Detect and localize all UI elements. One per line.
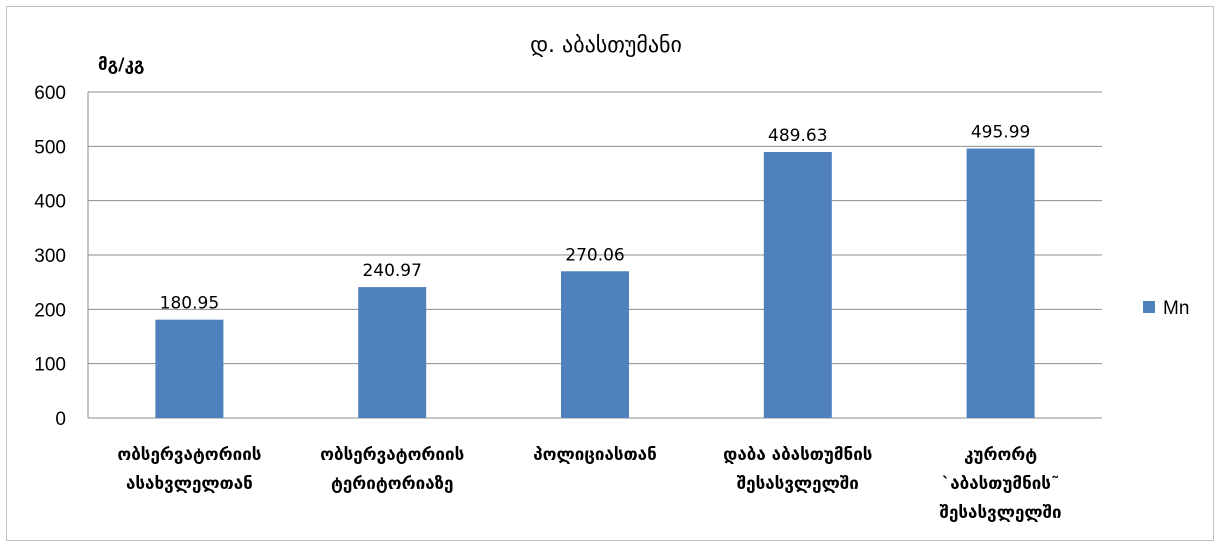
data-label-1: 180.95 [160,294,219,314]
category-label-2: ტერიტორიაზე [331,474,453,494]
y-tick-label: 400 [34,192,66,213]
y-axis-unit-label: მგ/კგ [98,55,144,75]
category-label-5: კურორტ [964,445,1037,465]
y-tick-label: 600 [34,83,66,104]
bar-2 [358,287,427,418]
data-labels: 180.95 240.97 270.06 489.63 495.99 [160,123,1031,314]
data-label-3: 270.06 [565,245,624,265]
y-axis-ticks: 0 100 200 300 400 500 600 [34,83,66,430]
bar-4 [763,151,832,418]
category-label-1: ასახვლელთან [126,474,253,494]
y-tick-label: 100 [34,355,66,376]
x-axis-categories: ობსერვატორიის ასახვლელთან ობსერვატორიის ტერ… [117,445,1061,523]
category-label-4: დაბა აბასთუმნის [723,445,872,465]
bar-3 [561,271,629,418]
bar-5 [966,148,1035,419]
bars [155,148,1035,419]
category-label-1: ობსერვატორიის [117,445,261,465]
gridlines [87,91,1102,419]
category-label-2: ობსერვატორიის [320,445,464,465]
chart-title: დ. აბასთუმანი [530,33,682,58]
y-tick-label: 500 [34,137,66,158]
data-label-4: 489.63 [768,126,827,146]
y-tick-label: 0 [55,409,66,430]
category-label-3: პოლიციასთან [533,445,656,465]
category-label-5: `აბასთუმნის˜ [942,474,1060,494]
y-tick-label: 200 [34,300,66,321]
category-label-5: შესასვლელში [940,503,1062,523]
category-label-4: შესასვლელში [737,474,859,494]
legend-swatch [1143,301,1155,313]
y-tick-label: 300 [34,246,66,267]
data-label-5: 495.99 [971,123,1030,143]
legend: Mn [1143,298,1189,319]
bar-1 [155,319,224,418]
data-label-2: 240.97 [362,261,421,281]
legend-label: Mn [1163,298,1189,319]
